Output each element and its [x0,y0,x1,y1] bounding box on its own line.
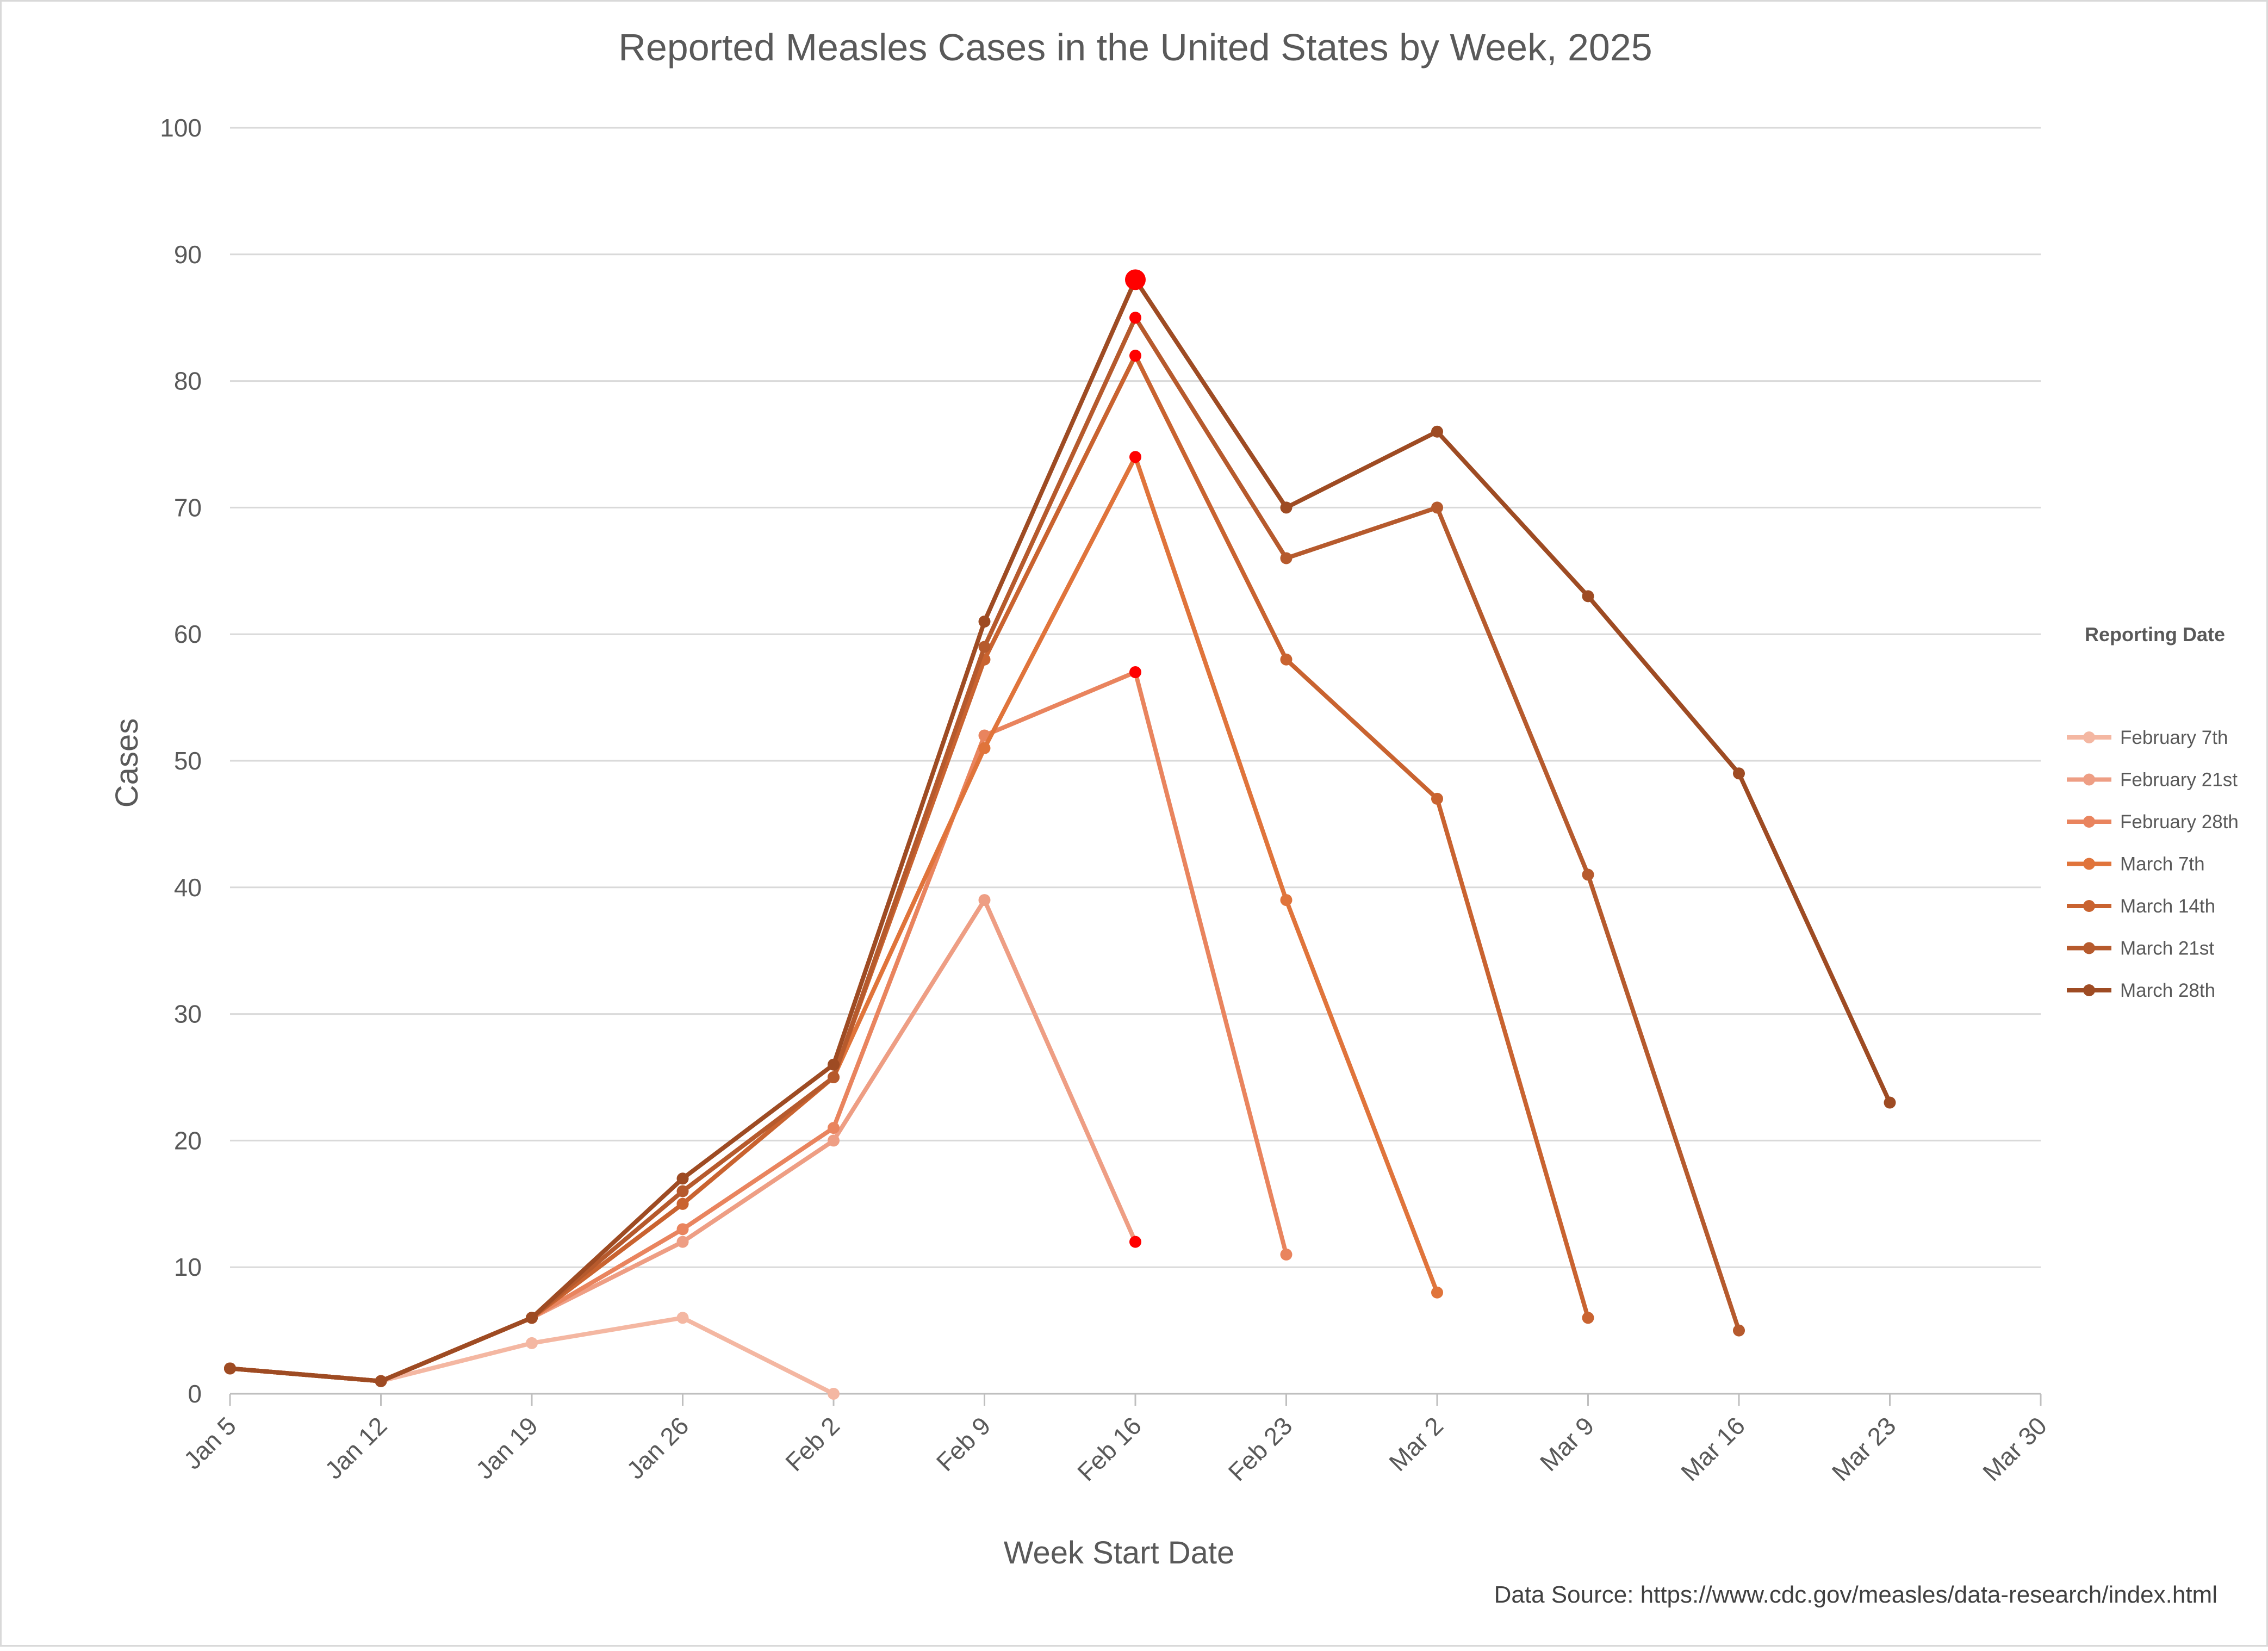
legend-title: Reporting Date [2085,623,2225,645]
y-tick-label: 10 [174,1253,202,1281]
data-point [828,1058,840,1071]
legend: February 7th February 21st February 28th Ma… [2067,727,2239,1001]
series-line [229,670,1289,1383]
x-axis-ticks: Jan 5 Jan 12 Jan 19 Jan 26 Feb 2 Feb 9 Feb 16 F… [178,1394,2052,1486]
legend-label: March 28th [2120,980,2215,1001]
legend-label: March 7th [2120,854,2205,875]
x-tick-label: Jan 26 [621,1411,694,1484]
legend-swatch-marker [2083,942,2095,954]
data-point [1431,501,1443,514]
data-point [1280,653,1293,666]
y-axis-ticks: 0 10 20 30 40 50 60 70 80 90 100 [160,114,202,1408]
data-point [676,1312,689,1324]
data-point [828,1134,840,1147]
legend-swatch-marker [2083,858,2095,870]
peak-point [1129,350,1141,362]
legend-swatch-marker [2083,731,2095,743]
y-tick-label: 0 [188,1380,202,1408]
data-point [1582,1312,1594,1324]
x-tick-label: Feb 23 [1223,1411,1298,1486]
peak-point [1129,1236,1141,1248]
x-tick-label: Jan 19 [470,1411,543,1484]
x-tick-label: Feb 9 [931,1411,996,1476]
data-point [1280,1248,1293,1261]
legend-swatch-marker [2083,773,2095,786]
data-point [676,1236,689,1248]
y-axis-title: Cases [109,718,145,808]
x-tick-label: Feb 16 [1072,1411,1147,1486]
data-point [1582,590,1594,603]
data-point [1280,894,1293,907]
x-axis-title: Week Start Date [1004,1535,1234,1571]
data-point [224,1362,236,1375]
data-point [1431,1286,1443,1299]
x-tick-label: Jan 12 [319,1411,392,1484]
x-tick-label: Mar 2 [1383,1411,1449,1476]
data-point [978,742,991,754]
series-lines [224,269,1896,1400]
x-tick-label: Mar 30 [1977,1411,2052,1486]
y-tick-label: 50 [174,747,202,775]
y-tick-label: 80 [174,367,202,395]
peak-point [1129,666,1141,679]
data-point [828,1388,840,1400]
data-point [1733,767,1745,780]
chart-title: Reported Measles Cases in the United Sta… [618,26,1652,69]
legend-swatch-marker [2083,984,2095,996]
x-tick-label: Mar 23 [1826,1411,1902,1486]
data-point [1733,1324,1745,1337]
y-tick-label: 70 [174,493,202,522]
y-tick-label: 40 [174,873,202,902]
y-tick-label: 30 [174,1000,202,1028]
data-point [1280,552,1293,564]
y-tick-label: 60 [174,620,202,648]
legend-label: March 14th [2120,896,2215,917]
legend-label: February 7th [2120,727,2228,748]
data-point [526,1312,538,1324]
data-point [375,1375,387,1387]
series-line [229,1315,835,1396]
data-point [828,1122,840,1134]
data-point [1582,868,1594,881]
peak-point [1129,451,1141,463]
series-line [229,315,1741,1383]
x-tick-label: Feb 2 [780,1411,845,1476]
peak-point [1125,269,1146,290]
gridlines [230,127,2041,1268]
data-point [676,1172,689,1185]
legend-label: February 21st [2120,769,2238,791]
data-point [676,1197,689,1210]
y-tick-label: 100 [160,114,202,142]
legend-label: March 21st [2120,938,2214,959]
legend-swatch-marker [2083,816,2095,828]
y-tick-label: 90 [174,240,202,269]
data-point [1280,501,1293,514]
peak-point [1129,312,1141,324]
data-point [828,1071,840,1083]
series-line [229,277,1892,1383]
data-point [1884,1096,1896,1109]
data-point [978,615,991,628]
x-tick-label: Mar 9 [1534,1411,1600,1476]
data-point [526,1337,538,1349]
data-point [1431,792,1443,805]
data-point [676,1223,689,1236]
data-point [978,641,991,653]
data-point [978,894,991,907]
data-point [676,1185,689,1197]
legend-label: February 28th [2120,811,2239,833]
data-source-note: Data Source: https://www.cdc.gov/measles… [1494,1581,2217,1608]
x-tick-label: Mar 16 [1675,1411,1750,1486]
data-point [1431,425,1443,438]
y-tick-label: 20 [174,1126,202,1155]
x-tick-label: Jan 5 [178,1411,241,1474]
legend-swatch-marker [2083,900,2095,912]
